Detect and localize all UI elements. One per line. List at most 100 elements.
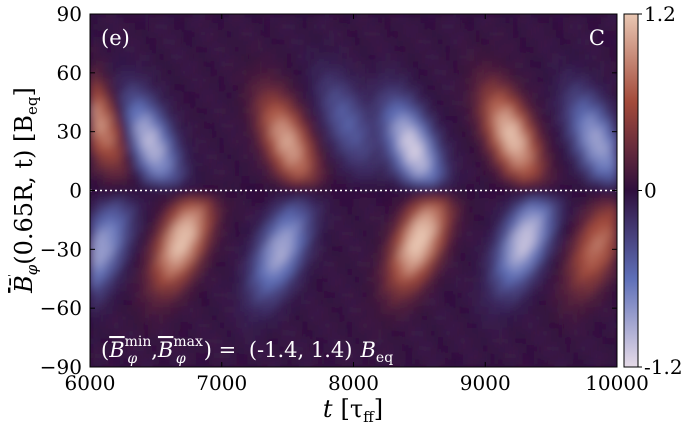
heatmap-cell <box>489 21 498 31</box>
heatmap-cell <box>549 359 558 367</box>
heatmap-cell <box>187 259 197 269</box>
heatmap-cell <box>556 213 566 222</box>
heatmap-cell <box>458 60 468 69</box>
heatmap-cell <box>556 159 566 169</box>
heatmap-cell <box>165 343 174 353</box>
heatmap-cell <box>496 167 505 176</box>
heatmap-cell <box>443 236 453 246</box>
heatmap-cell <box>421 98 430 107</box>
heatmap-cell <box>135 351 144 361</box>
heatmap-cell <box>473 282 483 292</box>
heatmap-cell <box>549 305 558 315</box>
heatmap-cell <box>210 244 219 253</box>
heatmap-cell <box>391 359 400 367</box>
heatmap-cell <box>571 267 581 276</box>
heatmap-cell <box>481 251 490 261</box>
heatmap-cell <box>112 52 121 61</box>
y-axis-label: B̄φ(0.65R, t) [Beq] <box>10 87 41 294</box>
heatmap-cell <box>338 67 347 77</box>
heatmap-cell <box>157 152 167 161</box>
heatmap-cell <box>90 175 99 184</box>
heatmap-cell <box>263 121 272 130</box>
heatmap-cell <box>233 244 242 253</box>
heatmap-cell <box>120 351 129 361</box>
heatmap-cell <box>308 90 317 100</box>
heatmap-cell <box>609 29 617 38</box>
heatmap-cell <box>338 259 347 269</box>
heatmap-cell <box>278 205 287 215</box>
heatmap-cell <box>564 259 573 269</box>
heatmap-cell <box>300 221 310 230</box>
heatmap-cell <box>263 90 272 100</box>
heatmap-cell <box>534 44 543 54</box>
heatmap-cell <box>601 259 611 269</box>
heatmap-cell <box>202 190 212 199</box>
heatmap-cell <box>564 343 573 353</box>
heatmap-cell <box>172 144 182 153</box>
heatmap-cell <box>406 21 415 31</box>
heatmap-cell <box>511 274 520 284</box>
heatmap-cell <box>172 129 182 138</box>
heatmap-cell <box>225 282 234 292</box>
heatmap-cell <box>534 175 543 184</box>
heatmap-cell <box>421 14 430 23</box>
heatmap-cell <box>473 159 483 169</box>
heatmap-cell <box>157 359 167 367</box>
heatmap-cell <box>428 113 438 123</box>
heatmap-cell <box>391 144 400 153</box>
heatmap-cell <box>105 190 114 199</box>
heatmap-cell <box>127 129 136 138</box>
heatmap-cell <box>150 328 159 338</box>
heatmap-cell <box>549 121 558 130</box>
heatmap-cell <box>293 251 302 261</box>
heatmap-cell <box>504 21 513 31</box>
heatmap-cell <box>195 359 204 367</box>
heatmap-cell <box>586 90 596 100</box>
heatmap-cell <box>120 14 129 23</box>
heatmap-cell <box>345 305 355 315</box>
heatmap-cell <box>233 228 242 238</box>
heatmap-cell <box>165 259 174 269</box>
heatmap-cell <box>586 75 596 84</box>
heatmap-cell <box>368 129 377 138</box>
heatmap-cell <box>496 228 505 238</box>
heatmap-cell <box>135 228 144 238</box>
heatmap-cell <box>202 297 212 307</box>
heatmap-cell <box>391 190 400 199</box>
heatmap-cell <box>391 282 400 292</box>
heatmap-cell <box>330 221 340 230</box>
heatmap-cell <box>270 159 280 169</box>
heatmap-cell <box>263 152 272 161</box>
heatmap-cell <box>255 159 264 169</box>
heatmap-cell <box>391 44 400 54</box>
heatmap-cell <box>368 244 377 253</box>
heatmap-cell <box>564 129 573 138</box>
heatmap-cell <box>601 244 611 253</box>
heatmap-cell <box>609 313 617 322</box>
heatmap-cell <box>571 175 581 184</box>
heatmap-cell <box>202 121 212 130</box>
heatmap-cell <box>195 75 204 84</box>
heatmap-cell <box>376 182 385 192</box>
heatmap-cell <box>112 198 121 207</box>
heatmap-cell <box>571 21 581 31</box>
heatmap-cell <box>225 21 234 31</box>
heatmap-cell <box>451 90 460 100</box>
heatmap-cell <box>300 75 310 84</box>
heatmap-cell <box>586 320 596 330</box>
heatmap-cell <box>586 297 596 307</box>
heatmap-cell <box>142 52 152 61</box>
heatmap-cell <box>165 90 174 100</box>
heatmap-cell <box>263 359 272 367</box>
heatmap-cell <box>233 343 242 353</box>
heatmap-cell <box>443 113 453 123</box>
heatmap-cell <box>233 113 242 123</box>
heatmap-cell <box>586 14 596 23</box>
heatmap-cell <box>180 267 189 276</box>
heatmap-cell <box>217 52 227 61</box>
heatmap-cell <box>202 144 212 153</box>
heatmap-cell <box>481 106 490 115</box>
heatmap-cell <box>549 52 558 61</box>
heatmap-cell <box>278 136 287 146</box>
heatmap-cell <box>428 83 438 92</box>
